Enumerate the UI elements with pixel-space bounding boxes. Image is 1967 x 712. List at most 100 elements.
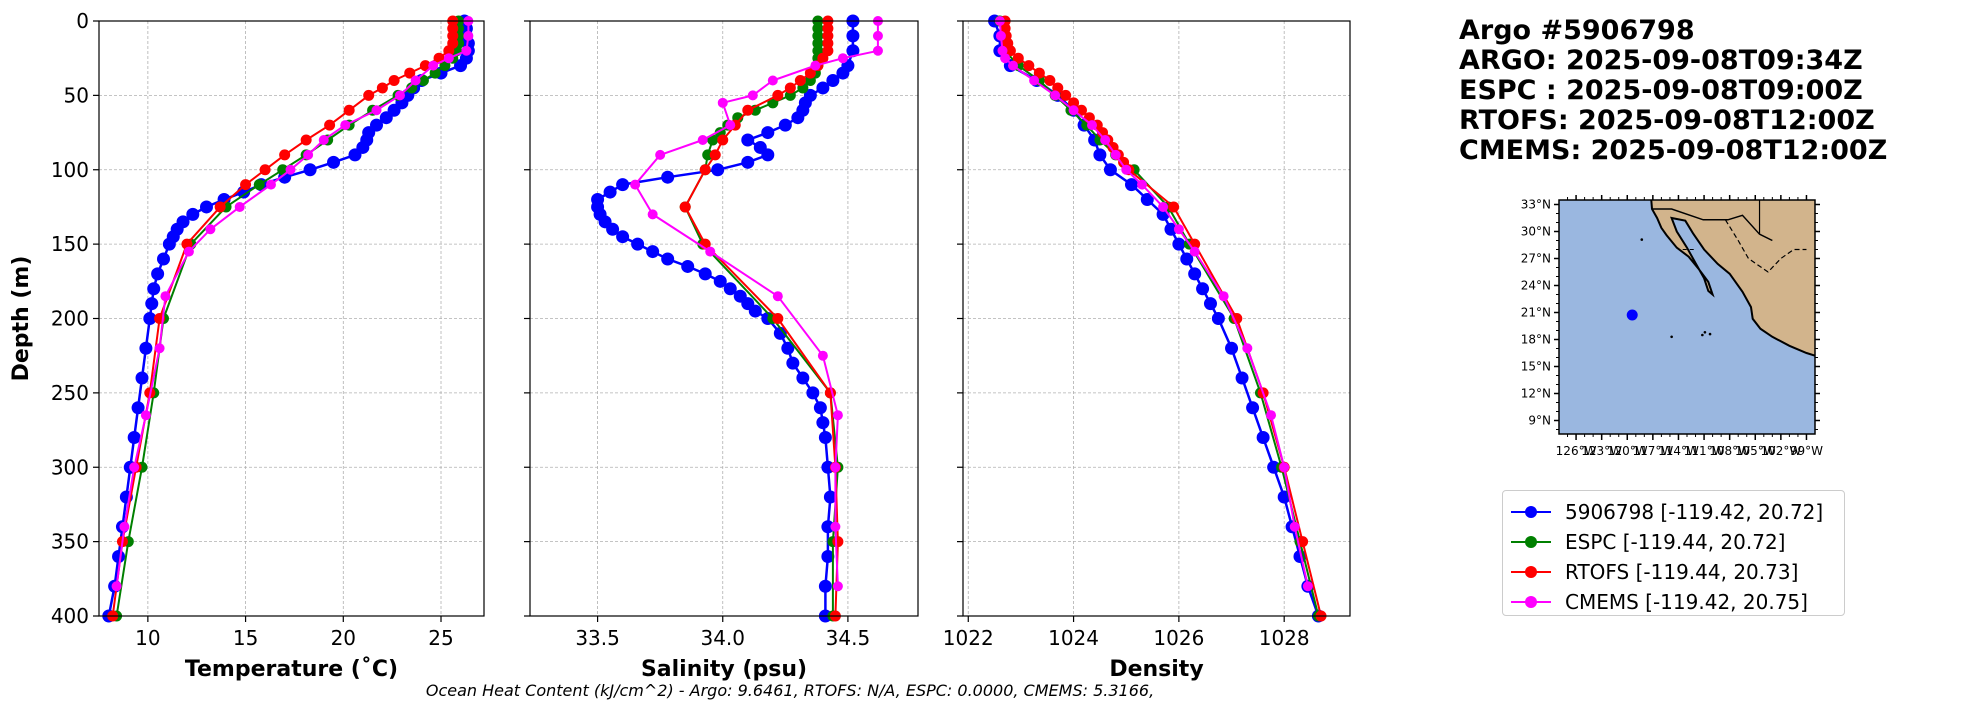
map-lon-label: 126°W <box>1556 444 1597 458</box>
map-lon-label: 105°W <box>1735 444 1776 458</box>
y-tick-label: 50 <box>64 83 89 107</box>
data-point-cmems <box>1087 120 1097 131</box>
data-point-5906798 <box>603 185 617 199</box>
data-point-cmems <box>697 135 708 145</box>
data-point-5906798 <box>348 148 362 162</box>
map-lon-label: 120°W <box>1607 444 1648 458</box>
data-point-cmems <box>1218 291 1229 302</box>
x-tick-label: 1022 <box>943 626 994 650</box>
data-point-cmems <box>1110 149 1121 160</box>
data-point-5906798 <box>818 431 832 444</box>
data-point-cmems <box>830 462 841 473</box>
data-point-5906798 <box>761 148 775 162</box>
legend-item-argo: 5906798 [-119.42, 20.72] <box>1511 497 1823 527</box>
data-point-5906798 <box>823 490 837 504</box>
data-point-rtofs <box>1297 536 1309 548</box>
data-point-cmems <box>285 164 296 175</box>
data-point-cmems <box>1137 179 1148 190</box>
y-tick-label: 300 <box>51 455 89 479</box>
data-point-5906798 <box>821 550 835 563</box>
y-tick-label: 0 <box>76 9 89 33</box>
data-point-cmems <box>1266 410 1277 421</box>
data-point-5906798 <box>1203 297 1217 311</box>
data-point-5906798 <box>1196 282 1210 296</box>
ocean-heat-content-caption: Ocean Heat Content (kJ/cm^2) - Argo: 9.6… <box>425 681 1155 700</box>
map-lat-label: 24°N <box>1521 279 1551 293</box>
data-point-cmems <box>111 581 122 592</box>
map-lon-label: 102°W <box>1760 444 1801 458</box>
data-point-rtofs <box>1023 60 1035 72</box>
x-axis-label: Salinity (psu) <box>641 657 807 682</box>
data-point-5906798 <box>454 59 468 73</box>
data-point-espc <box>417 75 429 86</box>
land-mainland <box>1650 200 1815 357</box>
y-tick-label: 250 <box>51 381 89 405</box>
legend: 5906798 [-119.42, 20.72] ESPC [-119.44, … <box>1502 490 1845 616</box>
plot-frame <box>529 20 919 617</box>
data-point-5906798 <box>1256 431 1270 444</box>
data-point-5906798 <box>1140 193 1154 206</box>
map-lon-label: 108°W <box>1709 444 1750 458</box>
data-point-cmems <box>183 246 194 257</box>
data-point-espc <box>707 134 719 146</box>
data-point-5906798 <box>631 237 645 251</box>
data-point-5906798 <box>1267 460 1281 474</box>
data-point-5906798 <box>681 259 695 273</box>
data-point-5906798 <box>186 207 200 221</box>
x-axis-label: Density <box>1109 657 1203 682</box>
island <box>1708 332 1712 336</box>
data-point-5906798 <box>723 282 737 296</box>
data-point-cmems <box>1289 521 1300 532</box>
data-point-5906798 <box>816 81 830 95</box>
data-point-cmems <box>1029 75 1040 86</box>
data-point-cmems <box>394 90 405 101</box>
data-point-5906798 <box>616 178 630 192</box>
data-point-cmems <box>154 343 165 354</box>
data-point-rtofs <box>772 313 784 324</box>
data-point-cmems <box>1100 135 1111 145</box>
data-point-rtofs <box>259 164 271 176</box>
legend-marker-rtofs <box>1511 566 1551 578</box>
data-point-5906798 <box>156 252 170 266</box>
legend-marker-cmems <box>1511 596 1551 608</box>
data-point-cmems <box>1242 343 1253 354</box>
data-point-rtofs <box>679 201 691 213</box>
data-point-5906798 <box>1103 163 1117 177</box>
map-lat-label: 12°N <box>1521 387 1551 401</box>
legend-item-espc: ESPC [-119.44, 20.72] <box>1511 527 1786 557</box>
data-point-rtofs <box>363 89 375 101</box>
data-point-5906798 <box>1172 237 1186 251</box>
data-point-cmems <box>705 246 716 257</box>
data-point-5906798 <box>162 237 176 251</box>
data-point-5906798 <box>821 520 835 534</box>
data-point-5906798 <box>836 66 850 80</box>
data-point-cmems <box>1189 246 1200 257</box>
x-tick-label: 1024 <box>1048 626 1099 650</box>
data-point-5906798 <box>135 371 149 385</box>
data-point-5906798 <box>1093 148 1107 162</box>
data-point-cmems <box>995 30 1006 41</box>
data-point-cmems <box>630 179 641 190</box>
data-point-5906798 <box>1124 178 1138 192</box>
data-point-5906798 <box>131 401 145 415</box>
data-point-rtofs <box>214 201 226 213</box>
data-point-cmems <box>410 75 421 86</box>
map-lon-label: 111°W <box>1684 444 1725 458</box>
x-tick-label: 20 <box>331 626 356 650</box>
map-lat-label: 9°N <box>1528 414 1551 428</box>
panel-salinity: 33.5 34.0 34.5 Salinity (psu) <box>524 14 919 682</box>
island <box>1703 331 1707 334</box>
map-lat-label: 15°N <box>1521 360 1551 374</box>
data-point-cmems <box>160 291 171 302</box>
data-point-5906798 <box>139 341 153 355</box>
data-point-5906798 <box>127 431 141 444</box>
data-point-5906798 <box>1225 341 1239 355</box>
data-point-cmems <box>837 53 848 64</box>
data-point-5906798 <box>606 222 620 236</box>
map-lon-label: 117°W <box>1632 444 1673 458</box>
data-point-cmems <box>655 149 666 160</box>
y-tick-label: 200 <box>51 307 89 331</box>
x-tick-label: 34.0 <box>700 626 745 650</box>
data-point-5906798 <box>199 200 213 214</box>
data-point-cmems <box>303 149 314 160</box>
